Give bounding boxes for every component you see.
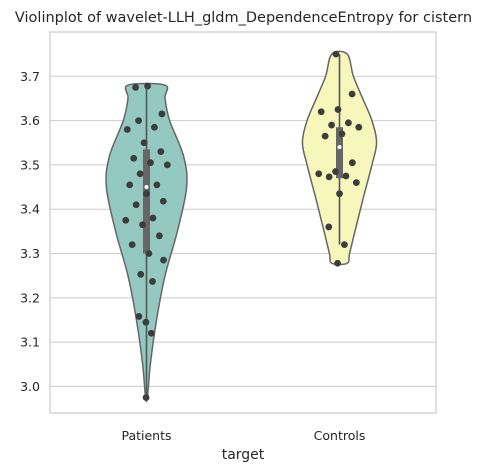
data-point	[355, 123, 363, 131]
y-tick-label: 3.5	[20, 157, 40, 172]
median-controls	[337, 145, 342, 150]
data-point	[135, 117, 142, 125]
y-tick-label: 3.3	[20, 246, 40, 261]
data-point	[151, 123, 158, 131]
data-point	[315, 170, 323, 178]
data-point	[155, 232, 163, 240]
violins	[105, 50, 378, 403]
x-tick-label: Patients	[121, 428, 171, 443]
data-point	[123, 126, 131, 133]
data-point	[348, 159, 356, 167]
x-axis-label: target	[222, 447, 265, 463]
data-point	[334, 106, 342, 113]
data-point	[135, 313, 143, 320]
y-tick-label: 3.2	[20, 290, 40, 305]
data-point	[142, 318, 150, 326]
data-point	[130, 154, 138, 162]
data-point	[163, 161, 171, 169]
data-point	[149, 278, 156, 285]
data-point	[126, 181, 134, 189]
data-points	[122, 50, 363, 401]
data-point	[147, 159, 154, 167]
plot-frame	[49, 31, 437, 414]
y-tick-label: 3.4	[20, 202, 40, 217]
data-point	[328, 121, 335, 129]
data-point	[143, 190, 150, 198]
data-point	[153, 181, 161, 189]
data-point	[147, 329, 155, 337]
data-point	[139, 221, 146, 229]
x-tick-label: Controls	[314, 428, 366, 443]
data-point	[132, 83, 139, 91]
data-point	[149, 214, 157, 222]
gridlines	[50, 75, 436, 387]
data-point	[159, 197, 167, 205]
y-axis-ticks: 3.0 3.1 3.2 3.3 3.4 3.5 3.6 3.7	[20, 69, 40, 394]
data-point	[136, 170, 144, 178]
data-point	[160, 256, 167, 264]
data-point	[332, 168, 339, 175]
data-point	[334, 259, 341, 267]
data-point	[336, 190, 343, 198]
chart-title: Violinplot of wavelet-LLH_gldm_Dependenc…	[15, 10, 472, 26]
data-point	[122, 216, 130, 224]
y-tick-label: 3.1	[20, 335, 40, 350]
data-point	[144, 82, 152, 90]
data-point	[344, 119, 352, 127]
y-tick-label: 3.0	[20, 379, 40, 394]
x-axis-ticks: Patients Controls	[121, 428, 365, 443]
data-point	[145, 250, 153, 257]
data-point	[332, 50, 340, 58]
data-point	[352, 179, 360, 187]
data-point	[342, 172, 350, 180]
data-point	[317, 108, 325, 116]
y-tick-label: 3.6	[20, 113, 40, 128]
data-point	[157, 148, 165, 156]
data-point	[128, 241, 136, 249]
data-point	[137, 270, 145, 278]
data-point	[321, 132, 329, 140]
iqr-box-patients	[143, 149, 150, 254]
iqr-box-controls	[336, 127, 343, 179]
data-point	[341, 241, 348, 249]
data-point	[348, 90, 356, 98]
y-tick-label: 3.7	[20, 69, 40, 84]
data-point	[325, 223, 333, 231]
data-point	[140, 139, 148, 147]
data-point	[325, 173, 333, 181]
median-patients	[144, 185, 149, 190]
data-point	[158, 110, 166, 118]
data-point	[338, 130, 346, 138]
data-point	[142, 394, 150, 401]
data-point	[132, 201, 140, 209]
